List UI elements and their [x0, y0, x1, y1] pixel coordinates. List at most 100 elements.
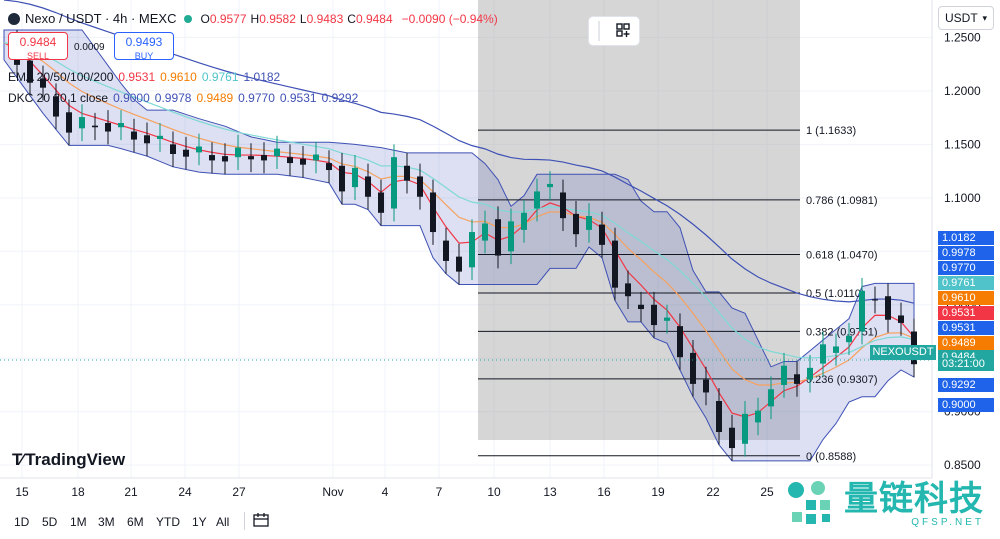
- dkc-value-1: 0.9000: [113, 91, 150, 105]
- candle-body: [508, 221, 514, 252]
- buy-price: 0.9493: [125, 35, 163, 49]
- fib-label: 0.382 (0.9751): [806, 326, 878, 338]
- fib-label: 0 (0.8588): [806, 451, 856, 463]
- calendar-icon: [253, 513, 269, 527]
- candle-body: [287, 157, 293, 164]
- ohlc-key-l: L: [299, 11, 307, 26]
- candle-body: [820, 344, 826, 364]
- ohlc-key-o: O: [200, 11, 210, 26]
- candle-body: [222, 156, 228, 162]
- candle-body: [716, 401, 722, 433]
- candle-body: [326, 163, 332, 171]
- chevron-down-icon: ▾: [982, 13, 987, 23]
- candle-body: [768, 389, 774, 407]
- buy-button[interactable]: 0.9493 BUY: [114, 32, 174, 61]
- ohlc-value-c: 0.9484: [355, 11, 393, 26]
- ema-label: EMA 20/50/100/200: [8, 70, 114, 84]
- price-tag: 1.0182: [938, 231, 994, 245]
- price-tag: 0.9489: [938, 336, 994, 350]
- candle-body: [781, 365, 787, 385]
- candle-body: [131, 131, 137, 140]
- candle-body: [196, 146, 202, 153]
- candle-body: [599, 224, 605, 245]
- fib-label: 0.618 (1.0470): [806, 250, 878, 262]
- x-tick-label: 16: [597, 485, 611, 499]
- object-tree-button[interactable]: [588, 16, 640, 46]
- candle-body: [586, 216, 592, 230]
- market-status-icon: [184, 14, 193, 23]
- ema-line-2: [3, 42, 915, 386]
- dkc-legend[interactable]: DKC 20 20 1 close 0.9000 0.9978 0.9489 0…: [8, 91, 358, 105]
- ema-legend[interactable]: EMA 20/50/100/200 0.9531 0.9610 0.9761 1…: [8, 70, 280, 84]
- candle-body: [105, 122, 111, 132]
- sell-button[interactable]: 0.9484 SELL: [8, 32, 68, 61]
- timeframe-5d[interactable]: 5D: [42, 515, 58, 529]
- timeframe-3m[interactable]: 3M: [98, 515, 115, 529]
- timeframe-1d[interactable]: 1D: [14, 515, 30, 529]
- sell-price: 0.9484: [19, 35, 57, 49]
- price-tag: 0.9770: [938, 261, 994, 275]
- price-tag: 0.9531: [938, 306, 994, 320]
- candle-body: [625, 283, 631, 297]
- price-tag: 0.9978: [938, 246, 994, 260]
- candle-body: [391, 157, 397, 209]
- fib-label: 0.236 (0.9307): [806, 374, 878, 386]
- candle-body: [651, 304, 657, 326]
- ohlc-value-l: 0.9483: [306, 11, 344, 26]
- timeframe-ytd[interactable]: YTD: [156, 515, 180, 529]
- dkc-value-2: 0.9978: [154, 91, 192, 105]
- date-range-icon[interactable]: [252, 512, 270, 528]
- ema-line-3: [3, 42, 915, 359]
- symbol-title[interactable]: Nexo / USDT · 4h · MEXC: [25, 11, 177, 26]
- y-tick-label: 1.2500: [944, 30, 981, 44]
- candle-body: [248, 156, 254, 160]
- candle-body: [261, 155, 267, 161]
- candle-body: [183, 149, 189, 157]
- dkc-value-4: 0.9770: [238, 91, 275, 105]
- candle-body: [638, 304, 644, 310]
- candle-body: [807, 367, 813, 380]
- countdown: 03:21:00: [938, 358, 994, 371]
- candle-body: [144, 135, 150, 144]
- y-tick-label: 1.1500: [944, 137, 981, 151]
- timeframe-6m[interactable]: 6M: [127, 515, 144, 529]
- ema50-value: 0.9610: [160, 70, 197, 84]
- price-change: −0.0090 (−0.94%): [401, 11, 498, 26]
- x-tick-label: 21: [124, 485, 138, 499]
- ohlc-values: O0.9577 H0.9582 L0.9483 C0.9484: [200, 12, 396, 26]
- candle-body: [859, 290, 865, 332]
- candle-body: [157, 135, 163, 140]
- buy-label: BUY: [134, 51, 154, 61]
- timeframe-1y[interactable]: 1Y: [192, 515, 207, 529]
- ema200-value: 1.0182: [243, 70, 281, 84]
- sell-label: SELL: [26, 51, 50, 61]
- tf-divider: [244, 512, 245, 530]
- timeframe-1m[interactable]: 1M: [70, 515, 87, 529]
- price-tag: 0.9292: [938, 378, 994, 392]
- tradingview-logo[interactable]: T⁄ TradingView: [12, 450, 125, 470]
- candle-body: [521, 212, 527, 230]
- watermark: 量链科技 QFSP.NET: [784, 478, 984, 530]
- currency-select[interactable]: USDT ▾: [938, 6, 994, 30]
- ema-line-1: [3, 42, 915, 418]
- timeframe-all[interactable]: All: [216, 515, 230, 529]
- candle-body: [339, 165, 345, 192]
- x-tick-label: 22: [706, 485, 720, 499]
- dkc-value-5: 0.9531: [279, 91, 317, 105]
- candle-body: [495, 219, 501, 256]
- dkc-label: DKC 20 20 1 close: [8, 91, 109, 105]
- candle-body: [677, 326, 683, 358]
- watermark-sub: QFSP.NET: [911, 516, 984, 528]
- candle-body: [40, 78, 46, 88]
- fib-label: 0.786 (1.0981): [806, 195, 878, 207]
- candle-body: [664, 317, 670, 321]
- ema100-value: 0.9761: [201, 70, 239, 84]
- countdown-value: 03:21:00: [942, 358, 985, 370]
- x-tick-label: 10: [487, 485, 501, 499]
- candle-body: [404, 165, 410, 181]
- x-tick-label: 27: [232, 485, 246, 499]
- candle-body: [534, 191, 540, 209]
- x-tick-label: 25: [760, 485, 774, 499]
- tradingview-mark-icon: T⁄: [12, 450, 23, 469]
